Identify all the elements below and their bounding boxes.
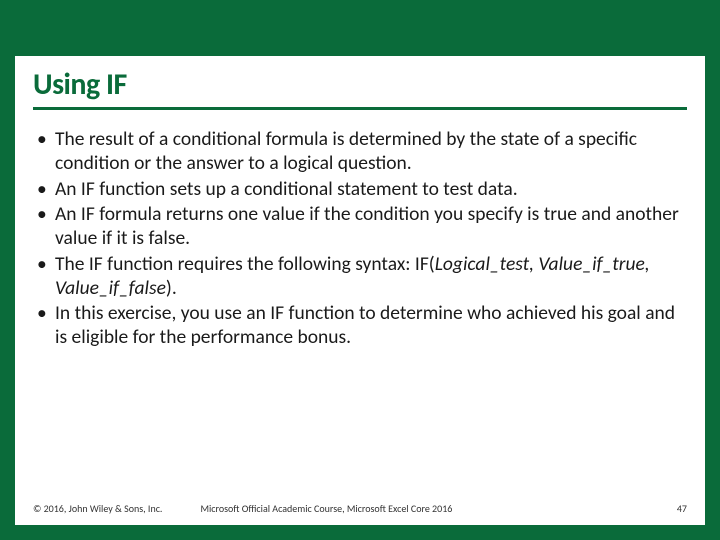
footer-page-number: 47 [677,502,687,515]
bullet-text: An IF formula returns one value if the c… [55,202,679,250]
slide-content: Using IF The result of a conditional for… [33,66,687,352]
footer-course: Microsoft Official Academic Course, Micr… [200,502,452,515]
slide-title: Using IF [33,66,687,105]
slide-footer: © 2016, John Wiley & Sons, Inc. Microsof… [33,502,687,515]
list-item: The IF function requires the following s… [33,253,687,301]
list-item: An IF formula returns one value if the c… [33,203,687,251]
list-item: The result of a conditional formula is d… [33,128,687,176]
bullet-text-prefix: The IF function requires the following s… [55,252,435,276]
bullet-text: The result of a conditional formula is d… [55,127,637,175]
footer-copyright: © 2016, John Wiley & Sons, Inc. [33,502,162,515]
slide-frame: Using IF The result of a conditional for… [0,0,720,540]
bullet-text: In this exercise, you use an IF function… [55,301,675,349]
bullet-text: An IF function sets up a conditional sta… [55,177,518,201]
title-underline [33,107,687,110]
list-item: An IF function sets up a conditional sta… [33,178,687,202]
list-item: In this exercise, you use an IF function… [33,302,687,350]
bullet-text-suffix: ). [166,276,177,300]
bullet-list: The result of a conditional formula is d… [33,128,687,350]
